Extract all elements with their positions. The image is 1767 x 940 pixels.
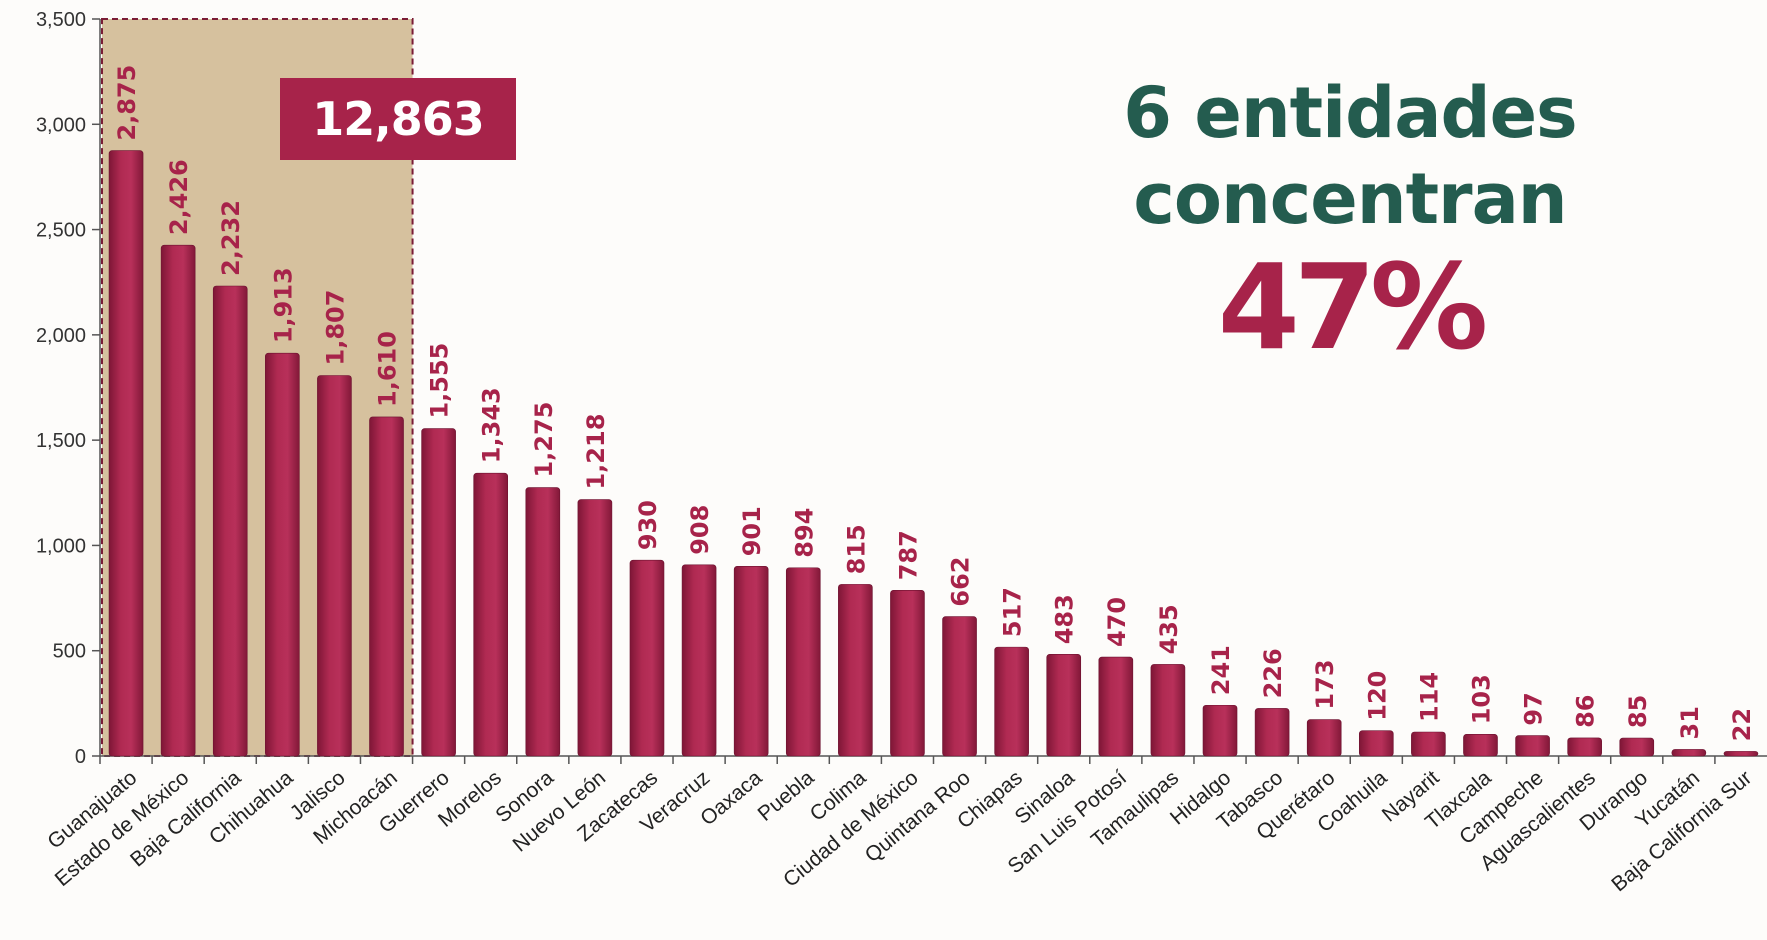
y-tick-label: 1,500 bbox=[36, 430, 86, 452]
bar bbox=[265, 352, 300, 757]
value-label: 1,913 bbox=[269, 267, 297, 343]
value-label: 787 bbox=[894, 530, 922, 580]
value-label: 103 bbox=[1467, 674, 1495, 724]
bar bbox=[160, 244, 196, 757]
y-tick-label: 0 bbox=[75, 746, 86, 768]
y-tick-label: 500 bbox=[53, 641, 86, 663]
total-value: 12,863 bbox=[312, 92, 485, 146]
value-labels: 2,875 2,426 2,232 1,913 1,807 1,610 1,555 1,343… bbox=[113, 65, 1756, 742]
bar bbox=[1202, 704, 1238, 757]
bar bbox=[785, 567, 821, 757]
bar bbox=[369, 416, 404, 757]
value-label: 31 bbox=[1676, 706, 1704, 739]
bars bbox=[108, 150, 1759, 757]
y-tick-label: 2,000 bbox=[36, 325, 86, 347]
bar bbox=[890, 589, 925, 757]
bar bbox=[1254, 708, 1290, 757]
y-tick-label: 1,000 bbox=[36, 535, 86, 557]
value-label: 22 bbox=[1728, 708, 1756, 741]
bar bbox=[1046, 653, 1082, 757]
bar bbox=[317, 375, 352, 757]
value-label: 470 bbox=[1103, 597, 1131, 647]
bar bbox=[212, 285, 248, 757]
value-label: 2,232 bbox=[217, 200, 245, 276]
bar bbox=[577, 499, 613, 757]
bar bbox=[1567, 737, 1602, 757]
value-label: 894 bbox=[790, 508, 818, 558]
total-callout: 12,863 bbox=[280, 78, 516, 160]
value-label: 97 bbox=[1520, 692, 1548, 725]
headline-line-1: 6 entidades bbox=[1123, 72, 1577, 154]
bar bbox=[838, 584, 873, 757]
value-label: 1,275 bbox=[530, 402, 558, 478]
x-ticks bbox=[99, 756, 1716, 764]
value-label: 908 bbox=[686, 505, 714, 555]
y-tick-label: 3,500 bbox=[36, 9, 86, 31]
bar bbox=[1463, 734, 1498, 757]
value-label: 114 bbox=[1415, 672, 1443, 722]
value-label: 86 bbox=[1572, 694, 1600, 727]
value-label: 901 bbox=[738, 506, 766, 556]
bar bbox=[525, 487, 561, 757]
value-label: 435 bbox=[1155, 604, 1183, 654]
y-tick-label: 2,500 bbox=[36, 220, 86, 242]
bar bbox=[473, 472, 509, 757]
bar bbox=[1150, 664, 1186, 757]
value-label: 1,555 bbox=[426, 343, 454, 419]
bar bbox=[1411, 731, 1446, 757]
value-label: 2,426 bbox=[165, 159, 193, 235]
bar bbox=[1306, 719, 1342, 757]
value-label: 1,343 bbox=[478, 387, 506, 463]
headline-percent: 47% bbox=[1217, 238, 1488, 376]
bar bbox=[1098, 656, 1134, 757]
y-tick-label: 3,000 bbox=[36, 114, 86, 136]
value-label: 1,807 bbox=[321, 290, 349, 366]
bar bbox=[629, 559, 665, 757]
bar bbox=[1619, 737, 1655, 757]
bar bbox=[942, 616, 977, 757]
headline: 6 entidades concentran 47% bbox=[1080, 70, 1620, 372]
value-label: 483 bbox=[1051, 594, 1079, 644]
value-label: 517 bbox=[999, 587, 1027, 637]
bar bbox=[681, 564, 717, 757]
value-label: 662 bbox=[947, 556, 975, 606]
bar bbox=[1358, 730, 1394, 757]
bar bbox=[108, 150, 144, 757]
value-label: 930 bbox=[634, 500, 662, 550]
value-label: 2,875 bbox=[113, 65, 141, 141]
y-ticks: 0 500 1,000 1,500 2,000 2,500 3,000 3,500 bbox=[36, 9, 100, 768]
value-label: 241 bbox=[1207, 645, 1235, 695]
bar bbox=[1723, 751, 1759, 757]
value-label: 85 bbox=[1624, 695, 1652, 728]
value-label: 1,218 bbox=[582, 414, 610, 490]
value-label: 120 bbox=[1363, 671, 1391, 721]
value-label: 226 bbox=[1259, 648, 1287, 698]
bar bbox=[1515, 735, 1550, 757]
bar bbox=[733, 565, 769, 757]
bar bbox=[421, 428, 456, 757]
value-label: 173 bbox=[1311, 659, 1339, 709]
value-label: 1,610 bbox=[374, 331, 402, 407]
bar bbox=[1671, 749, 1707, 757]
value-label: 815 bbox=[842, 524, 870, 574]
category-label: Puebla bbox=[754, 766, 819, 826]
bar bbox=[994, 646, 1029, 757]
headline-line-2: concentran bbox=[1133, 158, 1567, 240]
